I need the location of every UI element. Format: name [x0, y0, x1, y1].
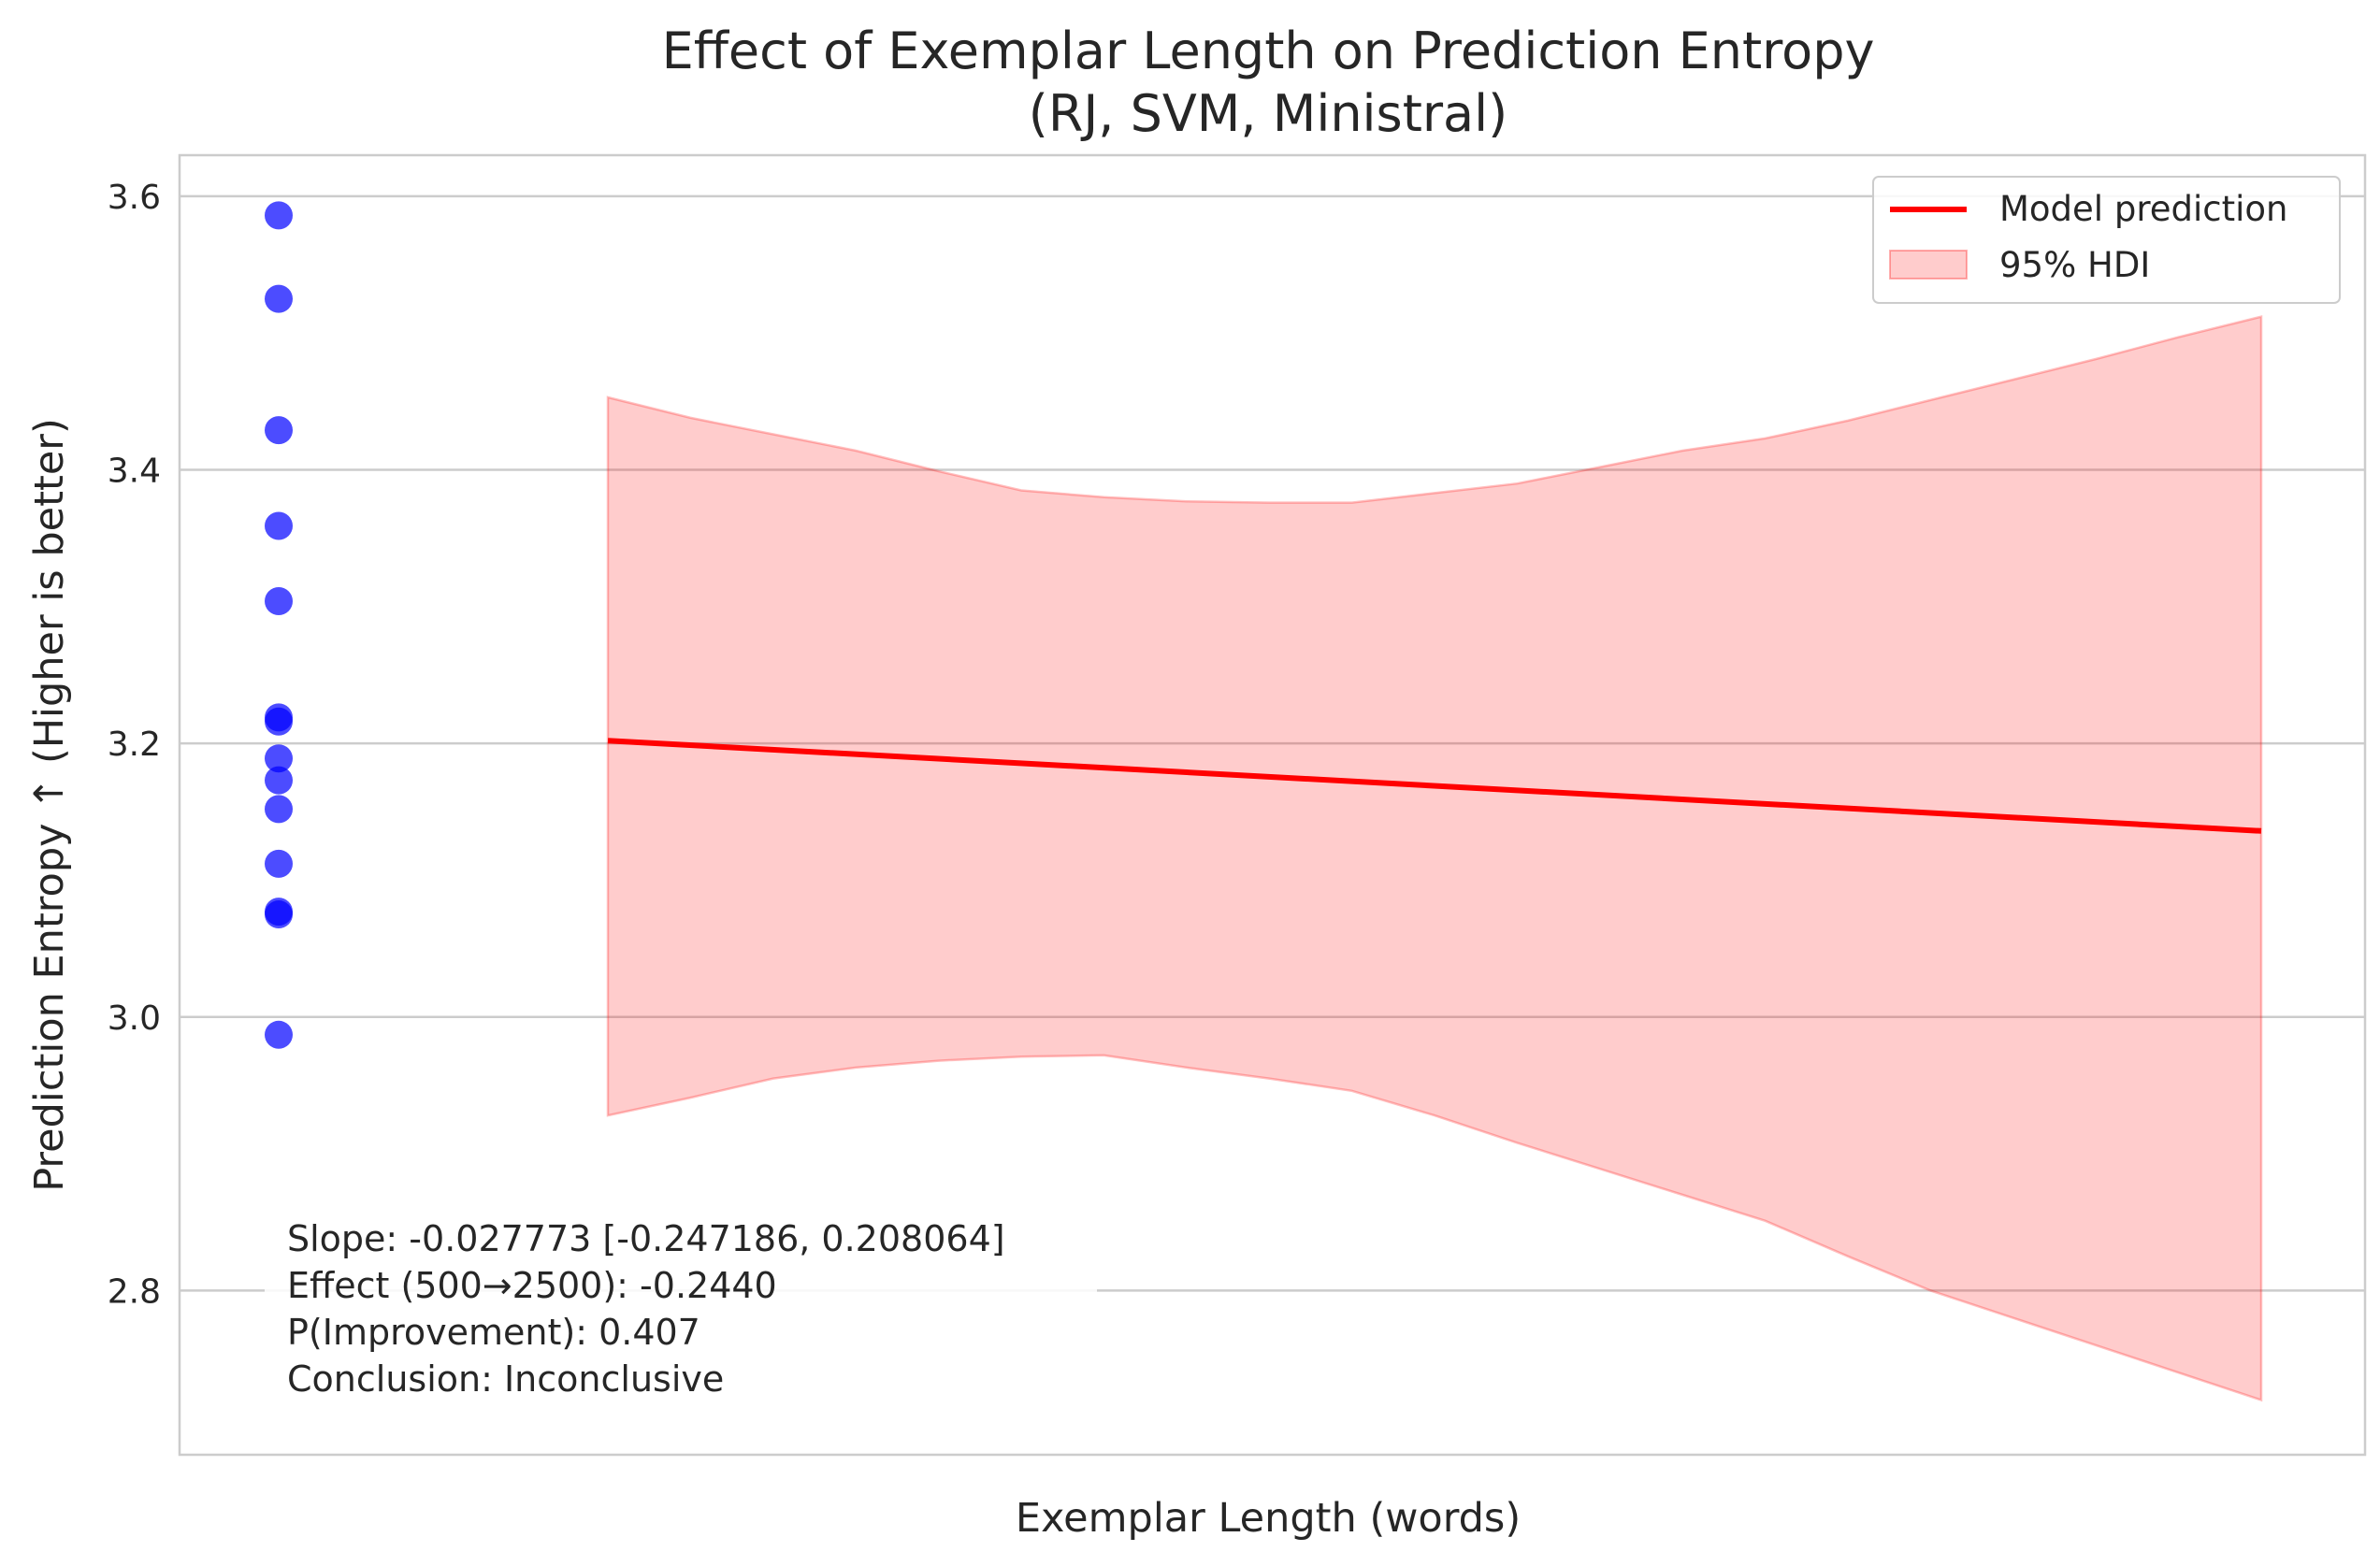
- y-tick-label-4: 3.6: [108, 179, 161, 217]
- y-tick-labels: 2.8 3.0 3.2 3.4 3.6: [108, 179, 161, 1312]
- legend-frame: [1872, 176, 2341, 304]
- x-axis-label: Exemplar Length (words): [1016, 1495, 1521, 1542]
- y-tick-label-0: 2.8: [108, 1272, 161, 1311]
- y-tick-label-1: 3.0: [108, 999, 161, 1038]
- scatter-point-8: [265, 766, 293, 795]
- scatter-point-7: [265, 744, 293, 773]
- scatter-point-4: [265, 586, 293, 615]
- plot-frame: [178, 153, 2367, 1457]
- scatter-point-6: [265, 707, 293, 736]
- scatter-point-12: [265, 900, 293, 929]
- legend: Model prediction 95% HDI: [1872, 176, 2341, 304]
- annotation-probability: P(Improvement): 0.407: [287, 1312, 700, 1353]
- annotation-effect: Effect (500→2500): -0.2440: [287, 1265, 777, 1306]
- annotation-slope: Slope: -0.027773 [-0.247186, 0.208064]: [287, 1218, 1005, 1259]
- y-tick-label-2: 3.2: [108, 726, 161, 764]
- scatter-point-0: [265, 201, 293, 230]
- y-tick-label-3: 3.4: [108, 453, 161, 491]
- scatter-points-layer: [265, 201, 293, 1049]
- legend-label-hdi: 95% HDI: [1999, 245, 2150, 285]
- scatter-point-10: [265, 849, 293, 878]
- chart-title-line-2: (RJ, SVM, Ministral): [1029, 84, 1507, 143]
- annotation-conclusion: Conclusion: Inconclusive: [287, 1358, 724, 1400]
- model-prediction-line: [607, 738, 2262, 834]
- legend-label-model-prediction: Model prediction: [1999, 189, 2287, 229]
- scatter-point-2: [265, 416, 293, 445]
- hdi-band: [606, 315, 2263, 1402]
- scatter-point-3: [265, 511, 293, 540]
- y-axis-label: Prediction Entropy ↑ (Higher is better): [26, 418, 73, 1192]
- stats-annotation-background: [265, 1204, 1097, 1408]
- hdi-band-layer: [606, 315, 2263, 1402]
- scatter-point-13: [265, 1020, 293, 1049]
- stats-annotation: Slope: -0.027773 [-0.247186, 0.208064] E…: [265, 1204, 1097, 1408]
- legend-band-swatch: [1889, 250, 1968, 280]
- model-prediction-layer: [607, 738, 2262, 834]
- scatter-point-9: [265, 795, 293, 824]
- scatter-point-1: [265, 284, 293, 313]
- chart-title-line-1: Effect of Exemplar Length on Prediction …: [662, 22, 1875, 80]
